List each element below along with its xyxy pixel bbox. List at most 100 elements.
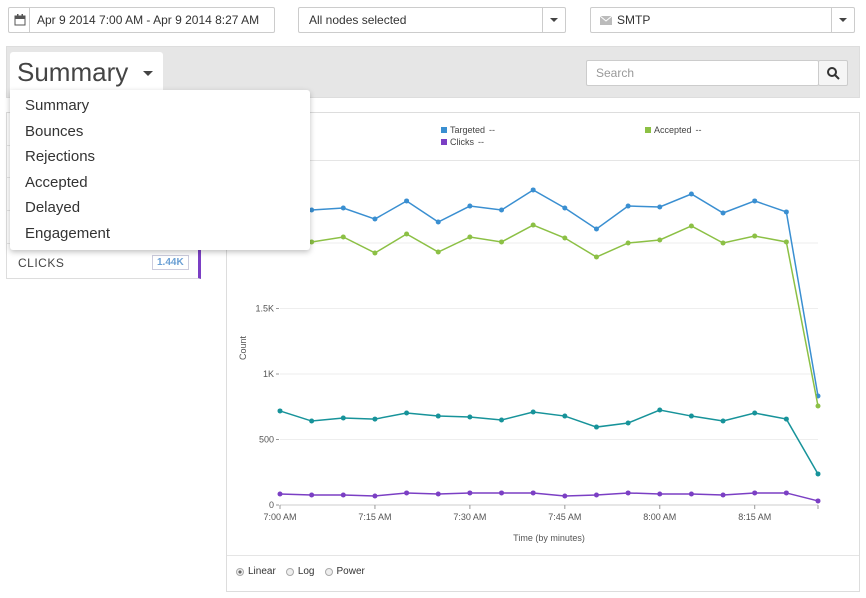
scale-option[interactable]: Linear	[236, 566, 276, 577]
data-point	[372, 416, 378, 422]
data-point	[277, 408, 283, 414]
search-icon	[827, 67, 840, 80]
data-point	[720, 210, 726, 216]
data-point	[467, 414, 473, 420]
data-point	[499, 207, 505, 213]
y-tick-label: 1K	[263, 369, 274, 379]
menu-item[interactable]: Engagement	[25, 225, 111, 242]
data-point	[720, 418, 726, 424]
data-point	[625, 240, 631, 246]
date-range-text: Apr 9 2014 7:00 AM - Apr 9 2014 8:27 AM	[37, 13, 260, 27]
data-point	[340, 415, 346, 421]
data-point	[720, 240, 726, 246]
legend-swatch	[441, 139, 447, 145]
menu-item[interactable]: Accepted	[25, 173, 88, 191]
data-point	[593, 424, 599, 430]
data-point	[404, 410, 410, 416]
view-caret	[143, 71, 153, 81]
menu-item[interactable]: Rejections	[25, 148, 96, 166]
menu-item[interactable]: Summary	[25, 97, 90, 114]
date-range-input[interactable]: Apr 9 2014 7:00 AM - Apr 9 2014 8:27 AM	[8, 7, 275, 33]
data-point	[562, 235, 568, 241]
data-point	[309, 239, 315, 245]
y-tick-label: 1.5K	[255, 304, 274, 314]
series-line	[279, 492, 819, 502]
x-tick-label: 7:30 AM	[453, 512, 486, 522]
data-point	[435, 491, 441, 497]
protocol-text: SMTP	[617, 13, 651, 27]
legend-value: --	[696, 125, 702, 135]
search-input[interactable]: Search	[586, 60, 819, 86]
data-point	[499, 239, 505, 245]
data-point	[562, 205, 568, 211]
nodes-text: All nodes selected	[309, 13, 407, 27]
legend-value: --	[478, 137, 484, 147]
data-point	[720, 492, 726, 498]
view-menu: Summary Bounces Rejections Accepted Delayed E…	[10, 90, 310, 250]
data-point	[404, 198, 410, 204]
data-point	[752, 490, 758, 496]
data-point	[530, 409, 536, 415]
view-title: Summary	[17, 57, 129, 87]
scale-option[interactable]: Log	[285, 566, 315, 577]
select-caret	[542, 8, 565, 32]
data-point	[404, 490, 410, 496]
data-point	[499, 417, 505, 423]
data-point	[340, 492, 346, 498]
data-point	[657, 491, 663, 497]
scale-options: Linear Log Power	[236, 566, 375, 582]
data-point	[277, 491, 283, 497]
legend-swatch	[441, 127, 447, 133]
data-point	[530, 490, 536, 496]
legend-value: --	[489, 125, 495, 135]
data-point	[688, 191, 694, 197]
x-tick-label: 7:00 AM	[263, 512, 296, 522]
data-point	[372, 493, 378, 499]
legend-label: Targeted	[450, 125, 485, 135]
select-caret	[831, 8, 854, 32]
menu-item[interactable]: Bounces	[25, 122, 84, 140]
menu-item[interactable]: Delayed	[25, 199, 81, 217]
scale-option-label: Linear	[248, 566, 276, 577]
data-point	[783, 416, 789, 422]
data-point	[625, 203, 631, 209]
data-point	[657, 407, 663, 413]
radio-button	[236, 567, 244, 576]
scale-option-label: Log	[297, 566, 315, 577]
y-tick-label: 500	[259, 435, 274, 445]
scale-option[interactable]: Power	[324, 566, 365, 577]
legend-label: Accepted	[654, 125, 692, 135]
data-point	[688, 413, 694, 419]
series-line	[279, 224, 819, 407]
search-button[interactable]	[818, 60, 848, 86]
data-point	[530, 187, 536, 193]
scale-option-label: Power	[336, 566, 365, 577]
legend-swatch	[645, 127, 651, 133]
data-point	[752, 198, 758, 204]
data-point	[309, 492, 315, 498]
radio-button	[324, 567, 333, 576]
data-point	[657, 237, 663, 243]
data-point	[688, 223, 694, 229]
x-tick-label: 7:15 AM	[358, 512, 391, 522]
data-point	[815, 471, 821, 477]
data-point	[593, 254, 599, 260]
data-point	[657, 204, 663, 210]
data-point	[372, 250, 378, 256]
protocol-select[interactable]: SMTP	[590, 7, 855, 33]
data-point	[340, 234, 346, 240]
series-line	[279, 409, 819, 475]
data-point	[752, 233, 758, 239]
nodes-select[interactable]: All nodes selected	[298, 7, 566, 33]
data-point	[783, 209, 789, 215]
data-point	[783, 239, 789, 245]
data-point	[562, 493, 568, 499]
calendar-icon	[14, 14, 26, 26]
data-point	[593, 226, 599, 232]
view-dropdown-button[interactable]: Summary	[10, 52, 163, 92]
data-point	[752, 410, 758, 416]
y-axis-label: Count	[238, 336, 248, 361]
data-point	[467, 234, 473, 240]
chart-panel	[226, 112, 860, 592]
